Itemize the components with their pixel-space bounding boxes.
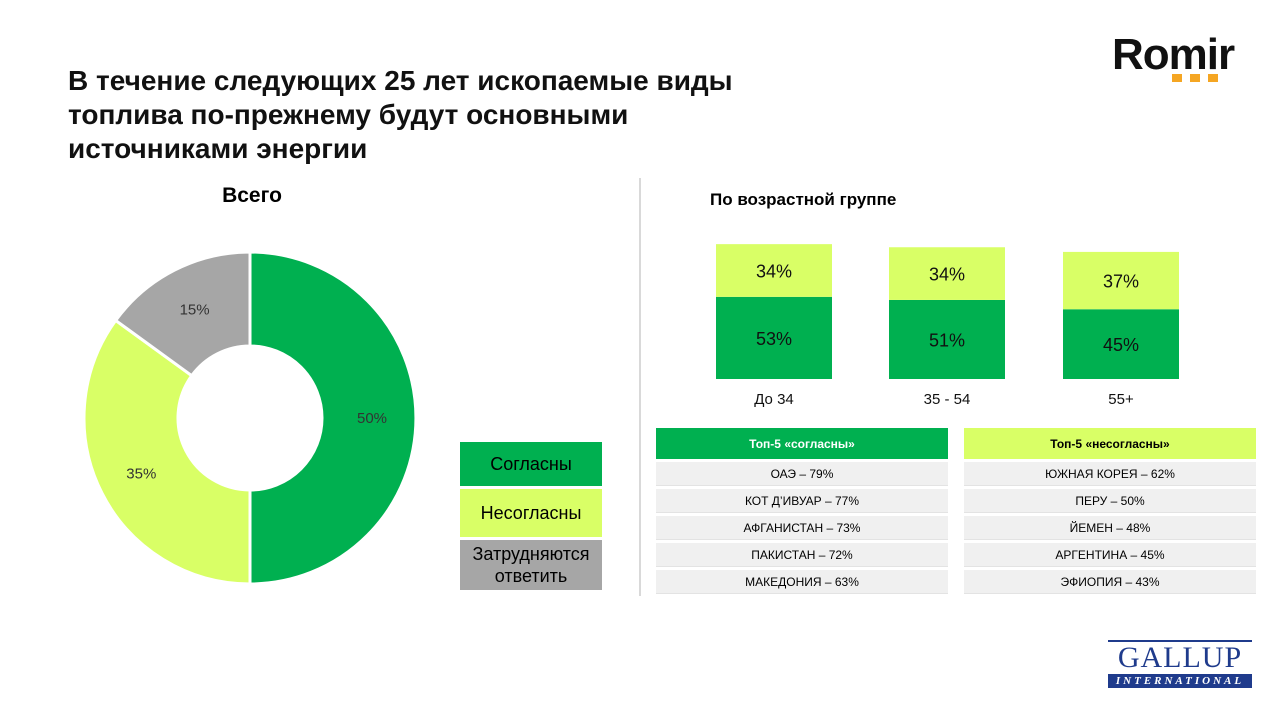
- bar-category-label: 35 - 54: [924, 391, 971, 408]
- bar-data-label: 37%: [1103, 272, 1139, 292]
- age-bar-chart: 53% 34% До 34 51% 34% 35 - 54 45% 37% 55+: [716, 244, 1179, 408]
- donut-data-label: 35%: [126, 465, 156, 482]
- bar-segment-agree: [1063, 309, 1179, 379]
- legend-disagree: Несогласны: [460, 489, 602, 537]
- donut-slice-hard: [113, 250, 252, 378]
- bar-data-label: 34%: [929, 265, 965, 285]
- section-divider: [639, 178, 641, 596]
- bar-data-label: 34%: [756, 262, 792, 282]
- top-disagree-table: Топ-5 «несогласны» ЮЖНАЯ КОРЕЯ – 62% ПЕР…: [964, 428, 1256, 597]
- bar-segment-disagree: [1063, 251, 1179, 310]
- romir-logo-dots: [1172, 74, 1218, 82]
- bar-data-label: 45%: [1103, 335, 1139, 355]
- table-row: АФГАНИСТАН – 73%: [656, 516, 948, 540]
- table-row: ПЕРУ – 50%: [964, 489, 1256, 513]
- legend-hard-to-answer: Затрудняются ответить: [460, 540, 602, 590]
- donut-slice-disagree: [82, 318, 252, 586]
- donut-data-label: 15%: [180, 301, 210, 318]
- gallup-logo: GALLUP INTERNATIONAL: [1108, 640, 1252, 688]
- bar-data-label: 51%: [929, 330, 965, 350]
- legend-agree: Согласны: [460, 442, 602, 486]
- bar-category-label: До 34: [754, 391, 794, 408]
- total-donut-chart: 50% 35% 15%: [82, 250, 418, 586]
- bar-data-label: 53%: [756, 329, 792, 349]
- table-row: ЙЕМЕН – 48%: [964, 516, 1256, 540]
- bar-segment-disagree: [716, 244, 832, 297]
- table-row: МАКЕДОНИЯ – 63%: [656, 570, 948, 594]
- bar-segment-agree: [889, 299, 1005, 379]
- bar-segment-agree: [716, 296, 832, 379]
- gallup-logo-bottom: INTERNATIONAL: [1108, 674, 1252, 688]
- gallup-logo-top: GALLUP: [1108, 640, 1252, 674]
- top-disagree-header: Топ-5 «несогласны»: [964, 428, 1256, 459]
- top-agree-table: Топ-5 «согласны» ОАЭ – 79% КОТ Д’ИВУАР –…: [656, 428, 948, 597]
- table-row: АРГЕНТИНА – 45%: [964, 543, 1256, 567]
- bar-segment-disagree: [889, 247, 1005, 300]
- total-subtitle: Всего: [222, 184, 282, 207]
- table-row: КОТ Д’ИВУАР – 77%: [656, 489, 948, 513]
- page-title: В течение следующих 25 лет ископаемые ви…: [68, 65, 733, 164]
- table-row: ЮЖНАЯ КОРЕЯ – 62%: [964, 462, 1256, 486]
- top-agree-header: Топ-5 «согласны»: [656, 428, 948, 459]
- bar-category-label: 55+: [1108, 391, 1134, 408]
- romir-logo-text: Romir: [1112, 30, 1235, 79]
- donut-data-label: 50%: [357, 410, 387, 427]
- table-row: ПАКИСТАН – 72%: [656, 543, 948, 567]
- age-subtitle: По возрастной группе: [710, 190, 897, 209]
- table-row: ЭФИОПИЯ – 43%: [964, 570, 1256, 594]
- table-row: ОАЭ – 79%: [656, 462, 948, 486]
- donut-slice-agree: [248, 250, 418, 586]
